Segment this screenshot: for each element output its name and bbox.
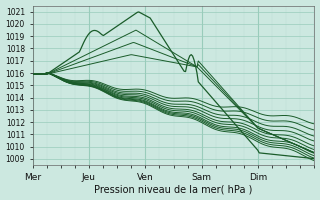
X-axis label: Pression niveau de la mer( hPa ): Pression niveau de la mer( hPa ): [94, 184, 253, 194]
